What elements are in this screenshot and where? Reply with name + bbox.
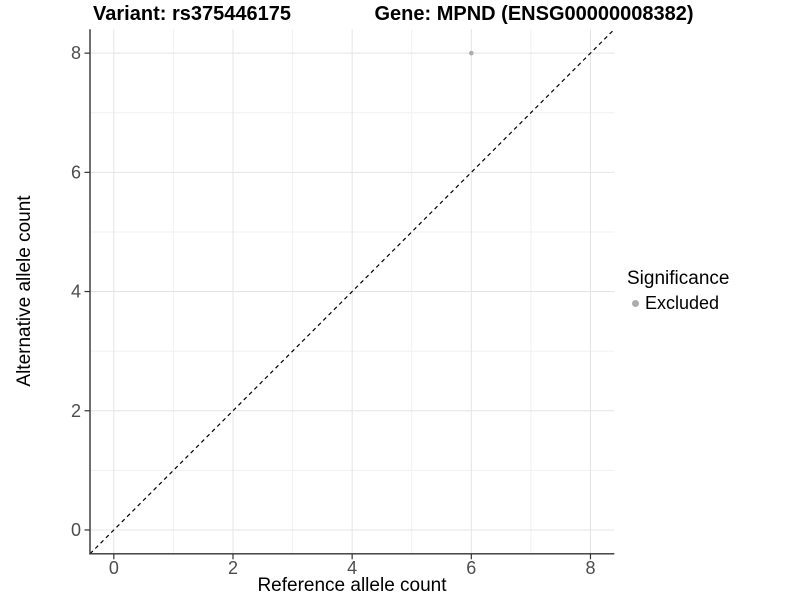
variant-title: Variant: rs375446175 <box>93 3 291 25</box>
legend-item-label: Excluded <box>645 293 720 313</box>
data-points-group <box>469 50 474 56</box>
legend-title: Significance <box>627 268 730 289</box>
x-tick-label: 2 <box>228 558 238 578</box>
x-tick-label: 6 <box>466 558 476 578</box>
y-tick-label: 6 <box>71 162 81 182</box>
gene-title: Gene: MPND (ENSG00000008382) <box>374 3 694 25</box>
excluded-dot-icon <box>632 300 639 307</box>
legend-item-excluded: Excluded <box>627 293 729 314</box>
tick-labels-group: 0 2 4 6 8 0 2 4 6 8 <box>71 43 595 578</box>
y-tick-label: 4 <box>71 282 81 302</box>
x-tick-label: 4 <box>347 558 357 578</box>
x-axis-title: Reference allele count <box>257 575 447 596</box>
x-tick-label: 8 <box>585 558 595 578</box>
tick-marks-group <box>84 52 592 560</box>
data-point <box>469 50 474 56</box>
y-tick-label: 2 <box>71 401 81 421</box>
y-tick-label: 0 <box>71 520 81 540</box>
x-tick-label: 0 <box>109 558 119 578</box>
legend: Significance Excluded <box>627 268 729 314</box>
y-tick-label: 8 <box>71 43 81 63</box>
y-axis-title: Alternative allele count <box>14 195 35 387</box>
identity-line <box>89 28 615 555</box>
identity-line-group <box>89 28 615 555</box>
